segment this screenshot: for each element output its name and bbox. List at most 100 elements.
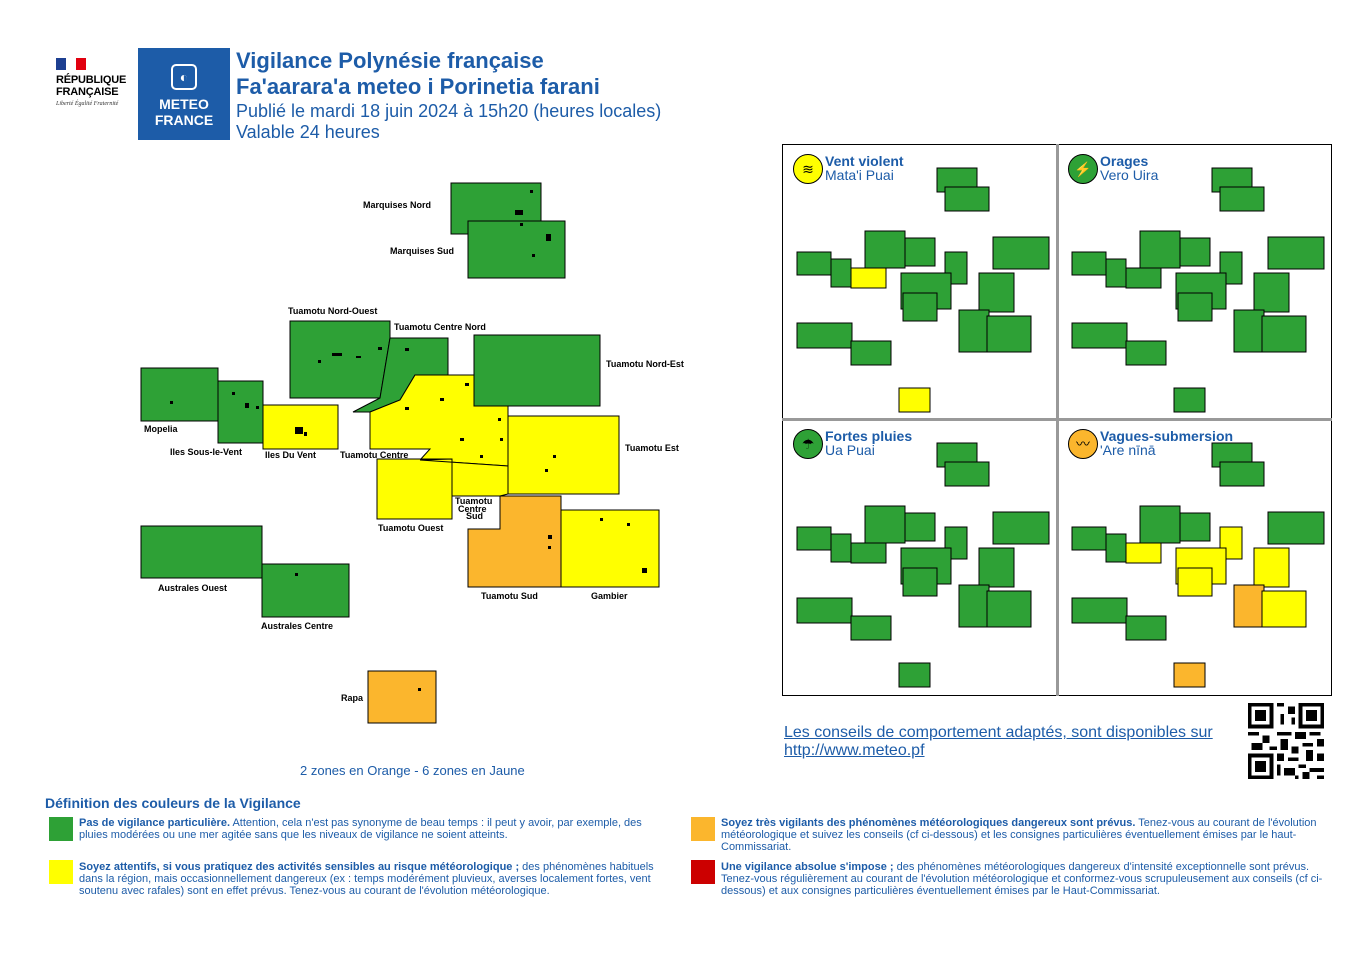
- label-australes-ouest: Australes Ouest: [158, 583, 227, 593]
- label-iles-sous-le-vent: Iles Sous-le-Vent: [170, 447, 242, 457]
- french-flag-icon: [56, 58, 86, 70]
- panel-title: Vent violent: [825, 153, 904, 169]
- page-header: Vigilance Polynésie française Fa'aarara'…: [236, 48, 661, 142]
- page-title-tahitian: Fa'aarara'a meteo i Porinetia farani: [236, 74, 600, 99]
- mini-zone-rapa: [1173, 387, 1206, 413]
- mini-zone-australes-centre: [1125, 340, 1167, 366]
- legend-swatch-red: [691, 860, 715, 884]
- mini-zone-tuamotu-nord-ouest: [1139, 230, 1181, 269]
- advice-text: Les conseils de comportement adaptés, so…: [784, 724, 1213, 741]
- mini-zone-tuamotu-sud: [958, 584, 990, 628]
- label-marquises-nord: Marquises Nord: [363, 200, 431, 210]
- legend-orange: Soyez très vigilants des phénomènes mété…: [721, 817, 1327, 853]
- legend-orange-bold: Soyez très vigilants des phénomènes mété…: [721, 817, 1136, 829]
- zone-tuamotu-nord-ouest: [289, 320, 391, 399]
- mini-zone-tuamotu-sud: [958, 309, 990, 353]
- lightning-icon: ⚡: [1068, 154, 1098, 184]
- panel-title: Fortes pluies: [825, 428, 913, 444]
- mini-zone-australes-ouest: [796, 322, 853, 349]
- legend-swatch-green: [49, 817, 73, 841]
- mini-zone-australes-centre: [850, 615, 892, 641]
- mini-zone-australes-ouest: [1071, 322, 1128, 349]
- zone-tuamotu-sud: [467, 495, 562, 588]
- mini-zone-iles-sous-le-vent: [830, 533, 852, 563]
- mini-zone-tuamotu-est: [1253, 272, 1290, 313]
- legend-red: Une vigilance absolue s'impose ; des phé…: [721, 861, 1327, 897]
- mini-zone-mopelia: [1071, 251, 1107, 276]
- label-mopelia: Mopelia: [144, 424, 178, 434]
- legend-swatch-yellow: [49, 860, 73, 884]
- zone-summary: 2 zones en Orange - 6 zones en Jaune: [300, 763, 525, 778]
- label-tuamotu-est: Tuamotu Est: [625, 443, 679, 453]
- mini-zone-tuamotu-est: [1253, 547, 1290, 588]
- mini-zone-marquises-sud: [1219, 186, 1265, 212]
- zone-shapes: [140, 182, 660, 724]
- waves-icon: 〰: [1068, 429, 1098, 459]
- label-tuamotu-nord-est: Tuamotu Nord-Est: [606, 359, 684, 369]
- mini-zone-marquises-sud: [1219, 461, 1265, 487]
- panel-waves: 〰 Vagues-submersion 'Are nīnā: [1058, 420, 1331, 694]
- main-vigilance-map: Marquises Nord Marquises Sud Tuamotu Nor…: [140, 182, 684, 724]
- legend-green-text: Attention, cela n'est pas synonyme de be…: [79, 817, 642, 841]
- legend-green: Pas de vigilance particulière. Attention…: [79, 817, 659, 841]
- panel-subtitle: 'Are nīnā: [1100, 442, 1156, 458]
- zone-tuamotu-nord-est: [473, 334, 601, 407]
- mini-zone-australes-ouest: [796, 597, 853, 624]
- label-tuamotu-centre-nord: Tuamotu Centre Nord: [394, 322, 486, 332]
- label-gambier: Gambier: [591, 591, 628, 601]
- zone-iles-sous-le-vent: [217, 380, 264, 444]
- panel-subtitle: Ua Puai: [825, 442, 875, 458]
- mini-zone-tuamotu-est: [978, 272, 1015, 313]
- mini-zone-tuamotu-sud: [1233, 584, 1265, 628]
- zone-rapa: [367, 670, 437, 724]
- legend-red-text: des phénomènes météorologiques dangereux…: [721, 861, 1323, 897]
- mini-zone-australes-ouest: [1071, 597, 1128, 624]
- mini-zone-tuamotu-centre-sud: [1177, 567, 1213, 597]
- zone-tuamotu-est: [507, 415, 620, 495]
- mini-zone-mopelia: [796, 251, 832, 276]
- panel-title: Vagues-submersion: [1100, 428, 1234, 444]
- mini-zone-rapa: [1173, 662, 1206, 688]
- mini-zone-tuamotu-centre-sud: [902, 292, 938, 322]
- mini-zone-tuamotu-nord-ouest: [864, 230, 906, 269]
- legend-yellow-bold: Soyez attentifs, si vous pratiquez des a…: [79, 861, 520, 873]
- zone-mopelia: [140, 367, 219, 422]
- mini-map-storms: [1071, 167, 1325, 413]
- mini-zone-tuamotu-centre-nord: [1179, 512, 1211, 542]
- zone-gambier: [560, 509, 660, 588]
- mini-zone-tuamotu-centre-sud: [1177, 292, 1213, 322]
- meteo-france-icon: ◐: [171, 64, 197, 90]
- mini-zone-tuamotu-est: [978, 547, 1015, 588]
- panel-wind: ≋ Vent violent Mata'i Puai: [783, 145, 1056, 419]
- mini-zone-tuamotu-nord-est: [992, 236, 1050, 270]
- mini-zone-tuamotu-centre-sud: [902, 567, 938, 597]
- panel-subtitle: Vero Uira: [1100, 167, 1159, 183]
- advice-link[interactable]: Les conseils de comportement adaptés, so…: [784, 724, 1213, 760]
- mini-zone-marquises-sud: [944, 186, 990, 212]
- panel-storms: ⚡ Orages Vero Uira: [1058, 145, 1331, 419]
- mini-zone-iles-sous-le-vent: [1105, 258, 1127, 288]
- mini-zone-gambier: [986, 590, 1032, 628]
- mini-zone-gambier: [1261, 590, 1307, 628]
- mini-zone-tuamotu-nord-est: [992, 511, 1050, 545]
- mini-zone-gambier: [1261, 315, 1307, 353]
- zone-marquises-sud: [467, 220, 566, 279]
- page-title: Vigilance Polynésie française: [236, 48, 544, 73]
- validity: Valable 24 heures: [236, 122, 380, 142]
- mini-zone-iles-du-vent: [850, 542, 887, 564]
- republique-motto: Liberté Égalité Fraternité: [56, 101, 119, 107]
- label-tuamotu-centre-sud-3: Sud: [466, 511, 483, 521]
- publication-date: Publié le mardi 18 juin 2024 à 15h20 (he…: [236, 101, 662, 121]
- zone-australes-ouest: [140, 525, 263, 579]
- republique-francaise-logo: RÉPUBLIQUE FRANÇAISE Liberté Égalité Fra…: [56, 58, 136, 108]
- island-marks: [170, 190, 647, 691]
- zone-labels: Marquises Nord Marquises Sud Tuamotu Nor…: [144, 200, 684, 703]
- mini-zone-iles-du-vent: [1125, 542, 1162, 564]
- mini-zone-tuamotu-nord-ouest: [1139, 505, 1181, 544]
- mini-zone-rapa: [898, 387, 931, 413]
- zone-australes-centre: [261, 563, 350, 618]
- label-tuamotu-nord-ouest: Tuamotu Nord-Ouest: [288, 306, 377, 316]
- panel-subtitle: Mata'i Puai: [825, 167, 894, 183]
- mini-zone-iles-du-vent: [850, 267, 887, 289]
- advice-url[interactable]: http://www.meteo.pf: [784, 742, 925, 759]
